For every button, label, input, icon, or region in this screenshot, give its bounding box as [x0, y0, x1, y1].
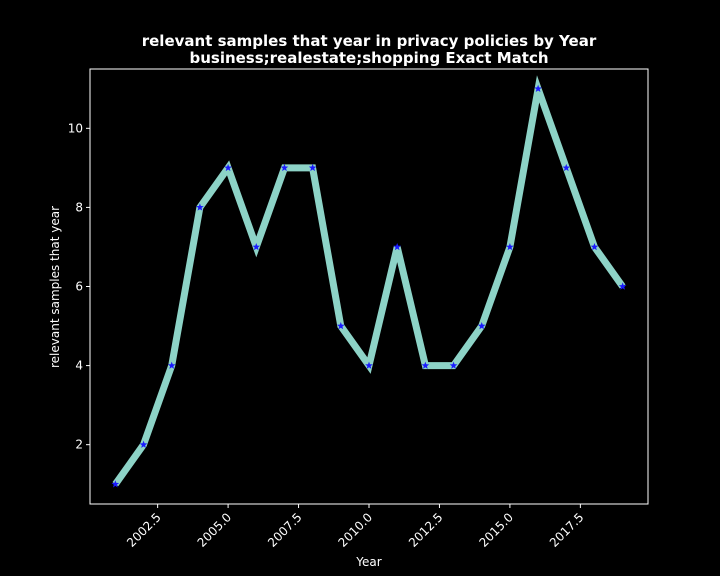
x-axis-label: Year — [355, 555, 381, 569]
data-point-star — [421, 361, 430, 369]
data-point-star — [280, 163, 289, 172]
x-tick-label: 2010.0 — [336, 510, 376, 550]
x-tick-label: 2007.5 — [265, 510, 305, 550]
data-point-star — [308, 163, 317, 172]
x-tick-label: 2005.0 — [195, 510, 235, 550]
y-axis-label: relevant samples that year — [48, 206, 62, 368]
data-point-star — [196, 203, 204, 211]
data-point-star — [590, 242, 599, 251]
x-tick-label: 2015.0 — [476, 510, 516, 550]
data-point-star — [449, 361, 458, 369]
data-point-star — [111, 480, 120, 488]
chart-title: relevant samples that year in privacy po… — [142, 32, 597, 50]
series-layer — [111, 75, 627, 488]
data-point-star — [337, 322, 345, 330]
chart-subtitle: business;realestate;shopping Exact Match — [189, 49, 548, 67]
data-point-star — [167, 361, 176, 369]
data-point-star — [562, 163, 571, 172]
data-point-star — [252, 242, 261, 251]
x-tick-label: 2012.5 — [406, 510, 446, 550]
y-tick-label: 6 — [75, 280, 83, 294]
y-tick-label: 8 — [75, 200, 83, 214]
data-point-star — [139, 440, 148, 448]
y-tick-label: 2 — [75, 438, 83, 452]
series-line — [112, 75, 626, 487]
y-axis: 2 4 6 8 10 — [68, 121, 90, 452]
y-tick-label: 4 — [75, 359, 83, 373]
data-point-star — [534, 84, 542, 93]
data-point-star — [365, 361, 373, 369]
data-point-star — [393, 242, 401, 251]
y-tick-label: 10 — [68, 121, 83, 135]
plot-area — [89, 68, 649, 505]
data-point-star — [224, 163, 232, 172]
data-point-star — [477, 322, 486, 330]
data-point-star — [506, 242, 514, 251]
data-point-star — [618, 282, 627, 290]
x-tick-label: 2017.5 — [547, 510, 587, 550]
x-tick-label: 2002.5 — [124, 510, 164, 550]
x-axis: 2002.5 2005.0 2007.5 2010.0 2012.5 2015.0 2017… — [124, 504, 586, 550]
